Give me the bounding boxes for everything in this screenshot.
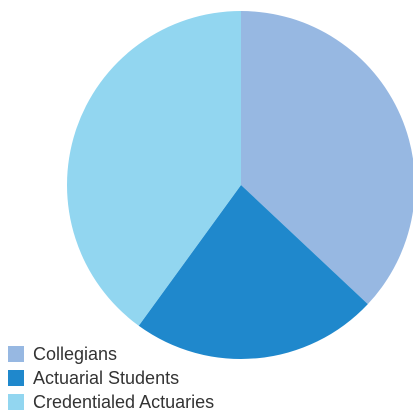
pie-slices (67, 11, 413, 359)
legend-label-actuarial-students: Actuarial Students (33, 368, 180, 388)
legend-item-credentialed-actuaries: Credentialed Actuaries (8, 390, 214, 414)
legend-item-actuarial-students: Actuarial Students (8, 366, 214, 390)
legend-label-credentialed-actuaries: Credentialed Actuaries (33, 392, 215, 412)
pie-slice-collegians (241, 11, 413, 305)
legend-swatch-actuarial-students (8, 370, 24, 386)
legend-item-collegians: Collegians (8, 342, 214, 366)
pie-slice-credentialed-actuaries (67, 11, 241, 326)
legend: Collegians Actuarial Students Credential… (8, 342, 214, 414)
pie-slice-actuarial-students (138, 185, 368, 359)
legend-swatch-credentialed-actuaries (8, 394, 24, 410)
legend-label-collegians: Collegians (33, 344, 118, 364)
legend-swatch-collegians (8, 346, 24, 362)
